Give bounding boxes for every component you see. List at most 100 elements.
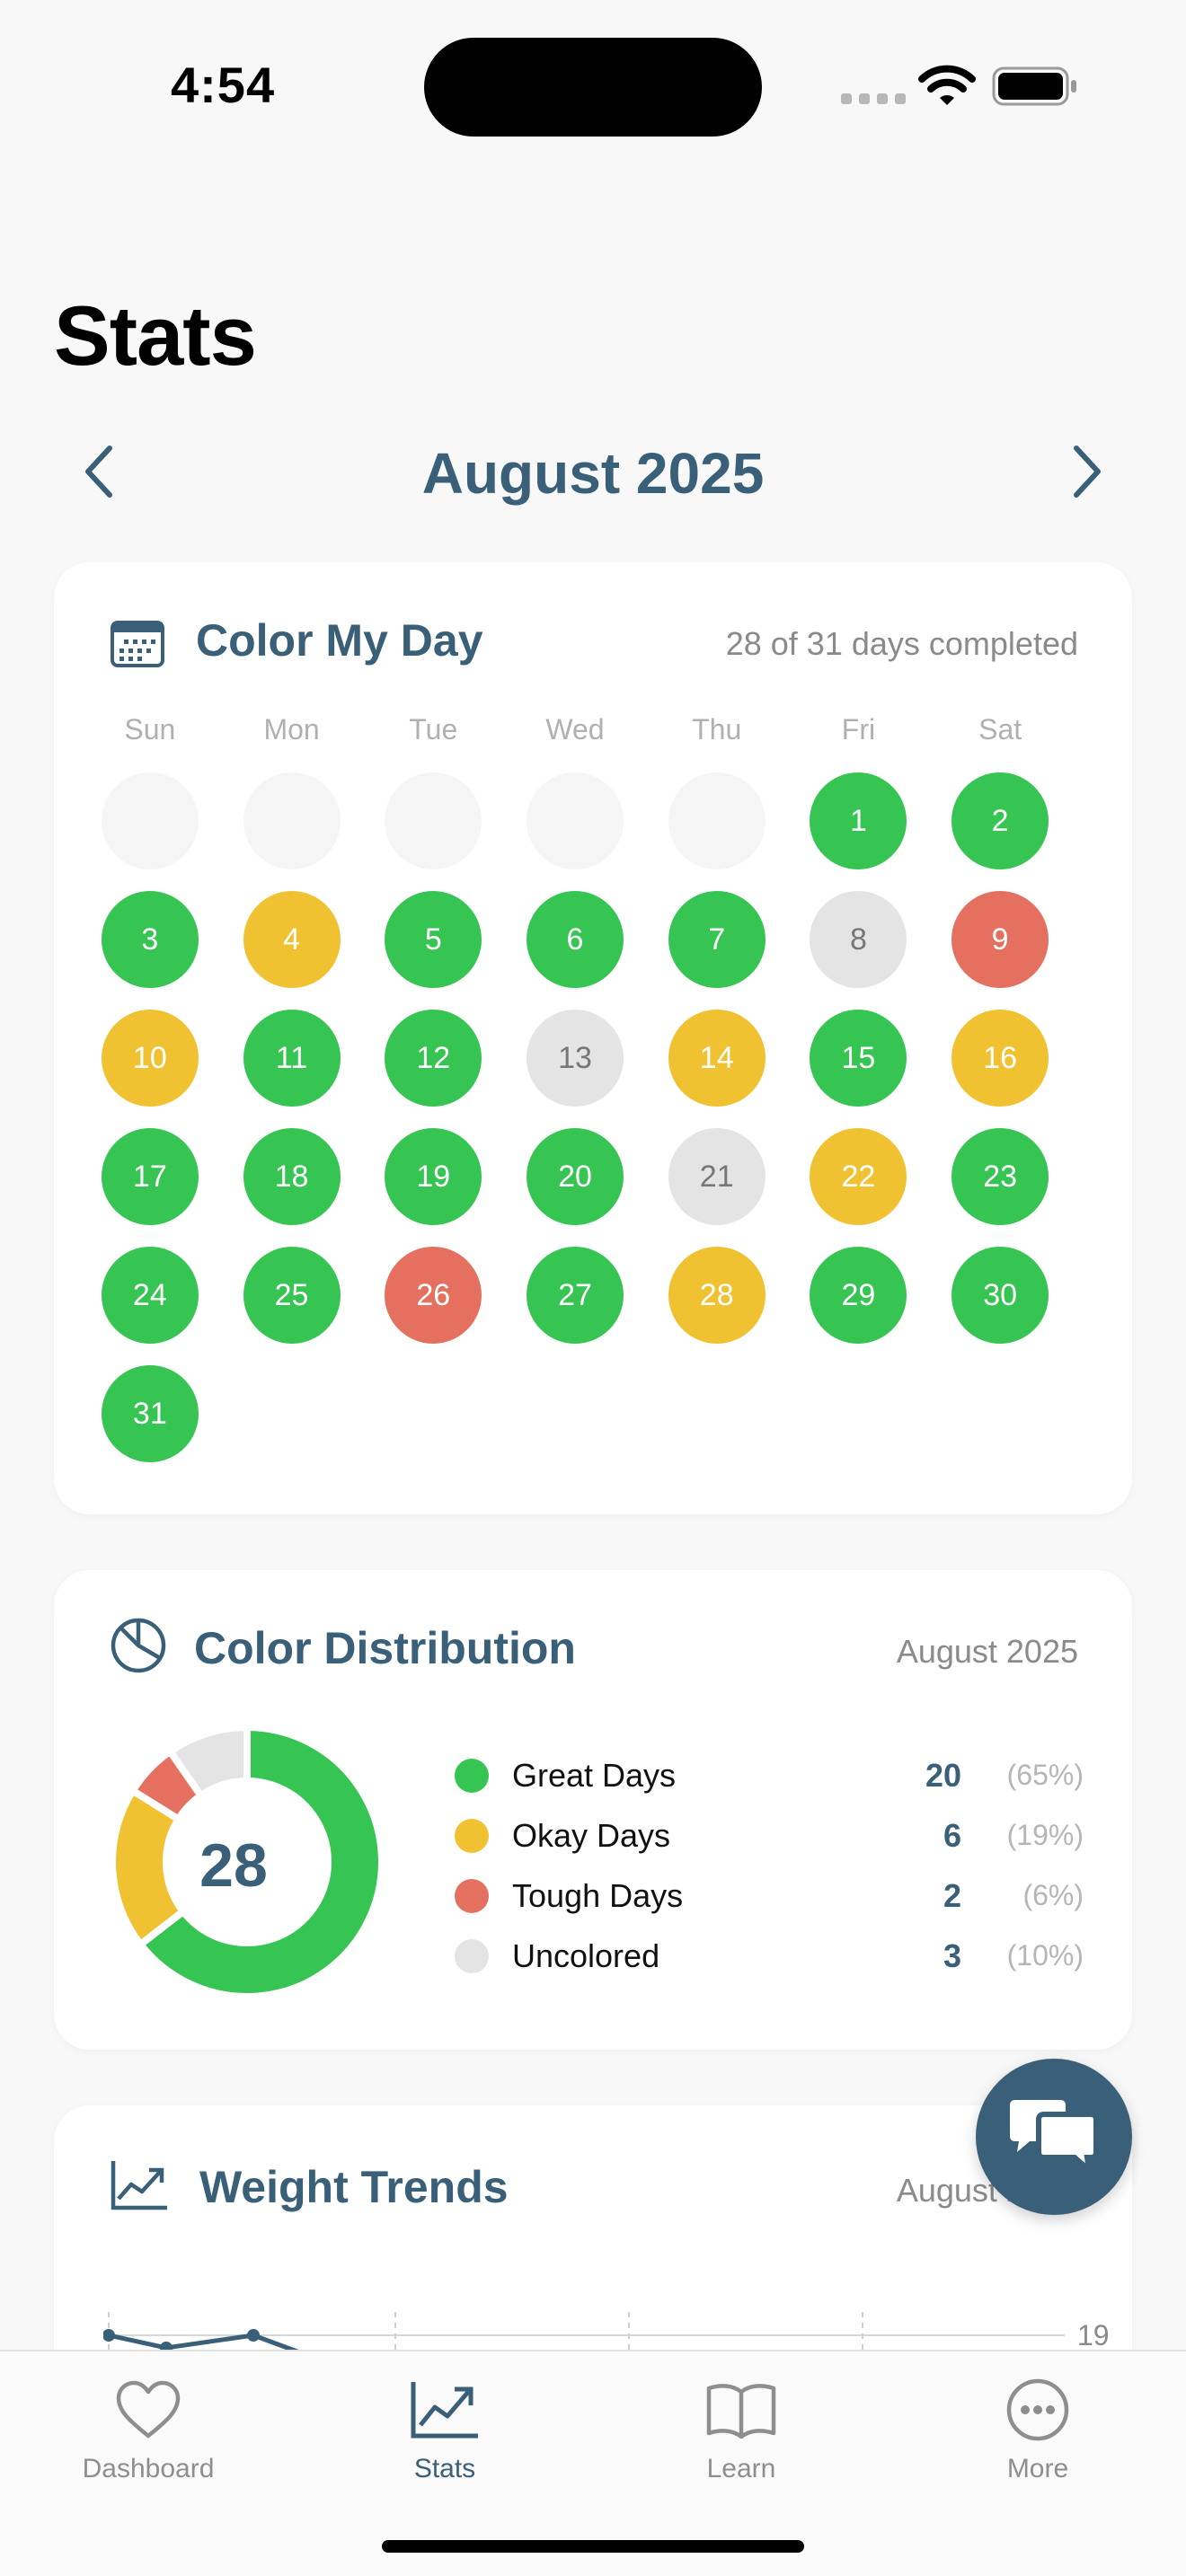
tab-more[interactable]: More	[890, 2369, 1186, 2495]
previous-month-button[interactable]	[67, 440, 130, 503]
chevron-left-icon	[85, 446, 112, 498]
calendar-day[interactable]: 12	[385, 1010, 482, 1107]
data-point	[247, 2329, 260, 2342]
heart-icon	[116, 2380, 181, 2439]
tab-label: Learn	[706, 2454, 776, 2483]
calendar-day[interactable]: 23	[951, 1128, 1049, 1225]
tab-dashboard[interactable]: Dashboard	[0, 2369, 296, 2495]
calendar-day[interactable]: 25	[243, 1247, 341, 1344]
weight-line-chart: 195	[103, 2312, 1110, 2375]
distribution-donut-chart	[109, 1723, 385, 2000]
tab-label: Dashboard	[82, 2454, 215, 2483]
calendar-day[interactable]: 22	[810, 1128, 907, 1225]
empty-day-cell	[385, 772, 482, 869]
data-point	[103, 2329, 115, 2342]
calendar-day[interactable]: 26	[385, 1247, 482, 1344]
calendar-day[interactable]: 28	[668, 1247, 766, 1344]
distribution-legend: Great Days 20 (65%) Okay Days 6 (19%) Tough Da…	[455, 1746, 1084, 1987]
calendar-grid: 1 2 3 4 5 6 7 8 9 10 11 12 13 14 15 16 17 18 19 20 21 22 23 24 2…	[79, 772, 1071, 1462]
calendar-day[interactable]: 2	[951, 772, 1049, 869]
legend-color-dot	[455, 1819, 489, 1853]
calendar-day[interactable]: 20	[526, 1128, 624, 1225]
donut-center-value: 28	[199, 1831, 268, 1900]
calendar-day[interactable]: 13	[526, 1010, 624, 1107]
tab-stats[interactable]: Stats	[296, 2369, 593, 2495]
calendar-day[interactable]: 14	[668, 1010, 766, 1107]
completion-count: 28 of 31 days completed	[725, 625, 1078, 662]
legend-label: Okay Days	[512, 1817, 671, 1854]
calendar-day[interactable]: 30	[951, 1247, 1049, 1344]
legend-count: 2	[943, 1877, 961, 1914]
legend-count: 3	[943, 1937, 961, 1974]
legend-label: Great Days	[512, 1757, 677, 1794]
pie-chart-icon	[111, 1618, 166, 1673]
calendar-day[interactable]: 6	[526, 891, 624, 988]
card-header: Weight Trends August 2025	[54, 2105, 1132, 2249]
tab-learn[interactable]: Learn	[593, 2369, 890, 2495]
weekday-label: Mon	[263, 713, 320, 745]
calendar-day[interactable]: 31	[101, 1365, 199, 1462]
weekday-label: Thu	[692, 713, 742, 745]
empty-day-cell	[243, 772, 341, 869]
chat-bubbles-icon	[1010, 2100, 1099, 2177]
card-title: Color Distribution	[194, 1623, 576, 1673]
calendar-icon	[111, 621, 164, 667]
calendar-day[interactable]: 17	[101, 1128, 199, 1225]
card-title: Weight Trends	[199, 2162, 509, 2212]
legend-percent: (19%)	[1006, 1819, 1084, 1851]
calendar-day[interactable]: 5	[385, 891, 482, 988]
chevron-right-icon	[1074, 446, 1101, 498]
calendar-day[interactable]: 7	[668, 891, 766, 988]
legend-color-dot	[455, 1879, 489, 1913]
more-icon	[1006, 2378, 1069, 2441]
calendar-day[interactable]: 11	[243, 1010, 341, 1107]
legend-row: Okay Days 6 (19%)	[455, 1806, 1084, 1866]
weekday-label: Fri	[841, 713, 876, 745]
status-time: 4:54	[171, 57, 276, 113]
next-month-button[interactable]	[1056, 440, 1119, 503]
tab-label: More	[1006, 2454, 1069, 2483]
legend-count: 20	[925, 1757, 961, 1794]
legend-row: Tough Days 2 (6%)	[455, 1866, 1084, 1927]
cellular-signal-icon	[841, 93, 906, 104]
chat-button[interactable]	[976, 2059, 1132, 2215]
calendar-day[interactable]: 8	[810, 891, 907, 988]
calendar-day[interactable]: 24	[101, 1247, 199, 1344]
weekday-label: Sun	[124, 713, 176, 745]
tab-bar: Dashboard Stats Learn More	[0, 2350, 1186, 2576]
weekday-label: Sat	[978, 713, 1022, 745]
calendar-day[interactable]: 9	[951, 891, 1049, 988]
empty-day-cell	[668, 772, 766, 869]
trend-chart-icon	[111, 2161, 167, 2210]
dynamic-island	[424, 38, 762, 137]
wifi-icon	[918, 65, 976, 105]
calendar-day[interactable]: 21	[668, 1128, 766, 1225]
page-title: Stats	[54, 288, 257, 383]
card-title: Color My Day	[196, 615, 483, 666]
legend-label: Uncolored	[512, 1937, 660, 1974]
calendar-day[interactable]: 10	[101, 1010, 199, 1107]
weekday-label: Tue	[409, 713, 458, 745]
empty-day-cell	[101, 772, 199, 869]
card-header: Color My Day 28 of 31 days completed	[54, 562, 1132, 706]
month-label: August 2025	[421, 441, 765, 506]
calendar-day[interactable]: 3	[101, 891, 199, 988]
legend-count: 6	[943, 1817, 961, 1854]
calendar-day[interactable]: 27	[526, 1247, 624, 1344]
calendar-day[interactable]: 19	[385, 1128, 482, 1225]
calendar-day[interactable]: 18	[243, 1128, 341, 1225]
donut-slice	[164, 1723, 251, 1801]
month-navigator: August 2025	[0, 431, 1186, 512]
donut-slice	[135, 1723, 385, 2000]
battery-icon	[992, 66, 1076, 106]
weekday-label: Wed	[545, 713, 605, 745]
calendar-day[interactable]: 15	[810, 1010, 907, 1107]
calendar-day[interactable]: 1	[810, 772, 907, 869]
calendar-day[interactable]: 29	[810, 1247, 907, 1344]
calendar-day[interactable]: 16	[951, 1010, 1049, 1107]
legend-color-dot	[455, 1939, 489, 1973]
weekday-header: Sun Mon Tue Wed Thu Fri Sat	[79, 713, 1071, 746]
empty-day-cell	[526, 772, 624, 869]
calendar-day[interactable]: 4	[243, 891, 341, 988]
legend-row: Uncolored 3 (10%)	[455, 1927, 1084, 1987]
